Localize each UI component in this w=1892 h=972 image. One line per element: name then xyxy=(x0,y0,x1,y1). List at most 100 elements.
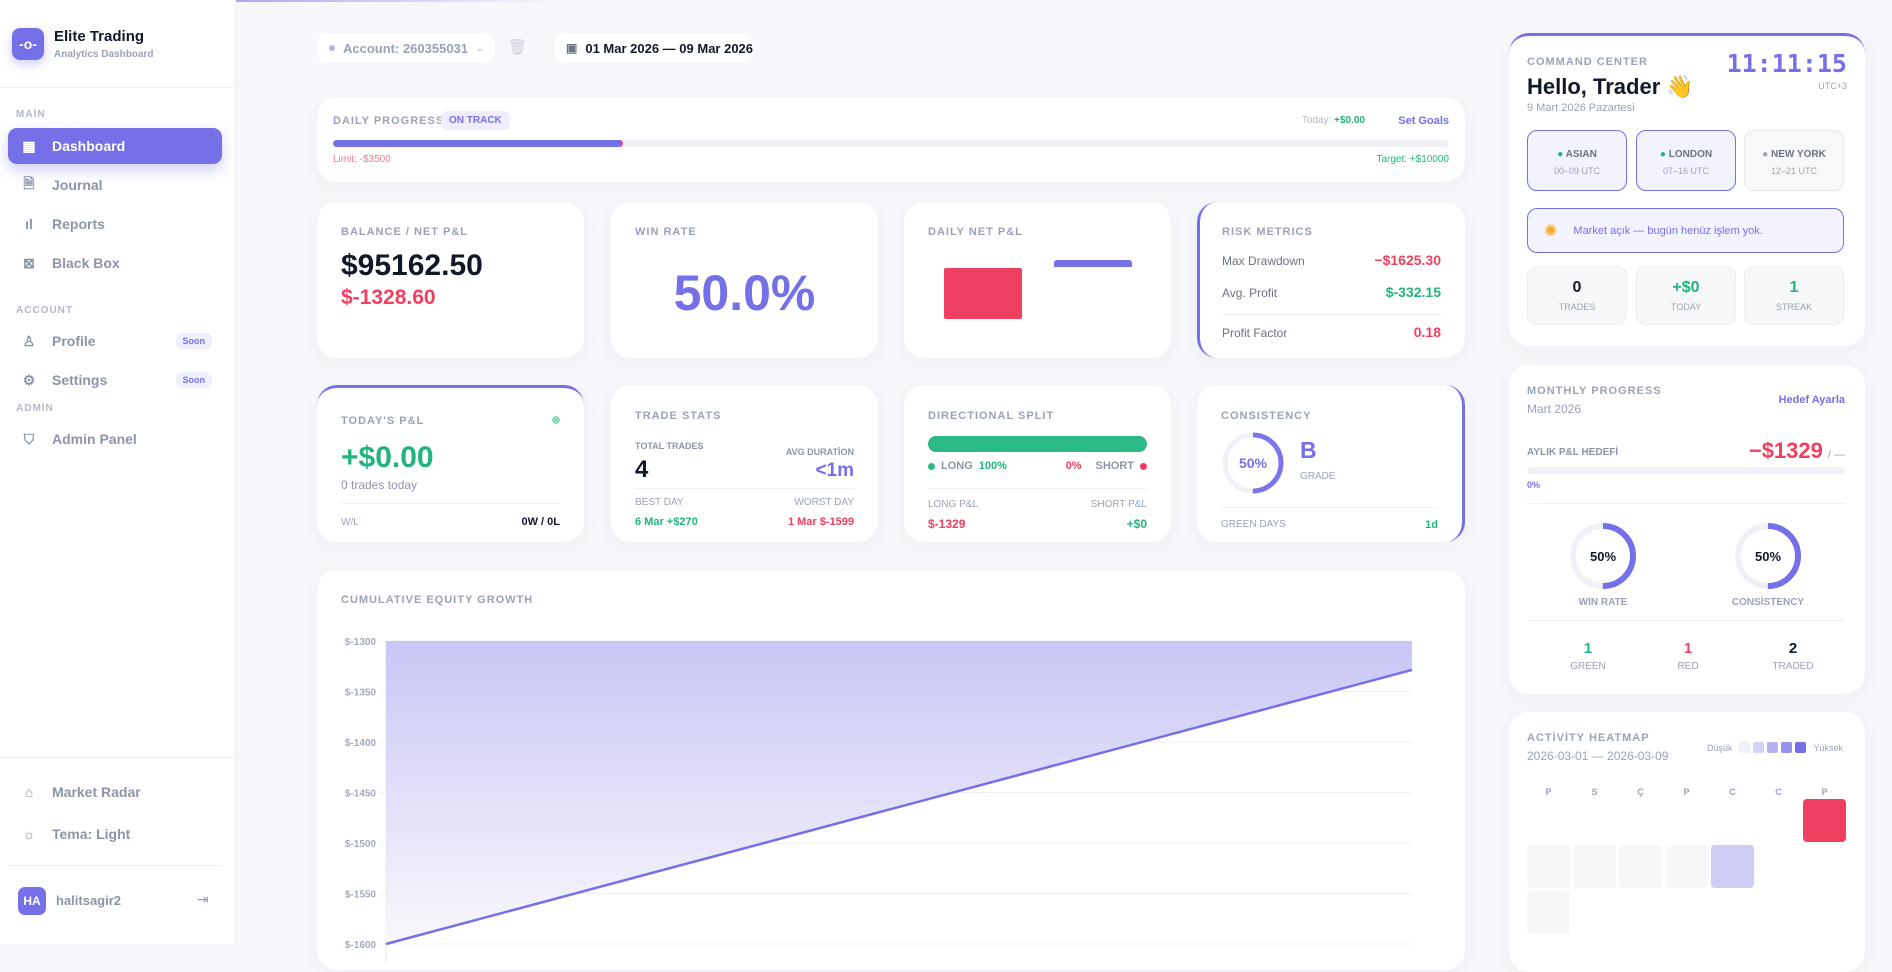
max-drawdown-value: −$1625.30 xyxy=(1374,252,1441,268)
traded-count: 2 xyxy=(1788,640,1798,657)
consistency-pct: 50% xyxy=(1238,455,1268,471)
set-target-link[interactable]: Hedef Ayarla xyxy=(1778,394,1845,406)
date-range-label: 01 Mar 2026 — 09 Mar 2026 xyxy=(585,40,754,56)
directional-title: DIRECTIONAL SPLIT xyxy=(928,410,1055,422)
session-name: ● NEW YORK xyxy=(1762,149,1826,160)
sidebar-item-black-box[interactable]: ⊠ Black Box xyxy=(8,245,222,281)
short-legend: 0% SHORT xyxy=(1066,460,1147,472)
soon-badge: Soon xyxy=(175,333,212,349)
heatmap-cell[interactable] xyxy=(1803,799,1846,842)
avg-duration-label: AVG DURATİON xyxy=(785,447,854,457)
consistency-ring xyxy=(1735,523,1801,589)
total-trades-value: 4 xyxy=(635,456,649,483)
logout-icon[interactable]: ⇥ xyxy=(197,891,209,907)
stat-streak: 1 STREAK xyxy=(1744,266,1844,325)
sun-icon: ☼ xyxy=(22,826,36,842)
goal-pct: 0% xyxy=(1527,480,1541,490)
section-account: ACCOUNT xyxy=(16,305,73,316)
trash-icon[interactable]: 🗑 xyxy=(508,39,528,56)
long-pnl-label: LONG P&L xyxy=(928,499,979,510)
y-tick-label: $-1450 xyxy=(345,789,377,800)
sidebar-item-reports[interactable]: ıl Reports xyxy=(8,206,222,242)
command-title: COMMAND CENTER xyxy=(1527,56,1648,68)
heatmap-cell[interactable] xyxy=(1527,845,1570,888)
heatmap-cell[interactable] xyxy=(1619,845,1662,888)
sidebar-item-label: Reports xyxy=(52,216,105,232)
sidebar-item-dashboard[interactable]: ▦ Dashboard xyxy=(8,128,222,164)
green-days-value: 1d xyxy=(1425,519,1438,531)
red-count: 1 xyxy=(1683,640,1693,657)
red-label: RED xyxy=(1677,661,1699,672)
weekday-label: C xyxy=(1729,787,1736,797)
best-day-value: 6 Mar +$270 xyxy=(635,516,698,528)
green-days-label: GREEN DAYS xyxy=(1221,519,1286,530)
app-title: Elite Trading xyxy=(54,28,145,45)
daily-progress-fill xyxy=(333,140,624,147)
date-range-picker[interactable]: ▣ 01 Mar 2026 — 09 Mar 2026 xyxy=(555,33,753,63)
green-label: GREEN xyxy=(1570,661,1606,672)
divider xyxy=(1221,507,1438,508)
long-pct: 100% xyxy=(978,460,1007,472)
daily-progress-bar xyxy=(333,140,1449,147)
app-subtitle: Analytics Dashboard xyxy=(54,49,154,60)
short-pct: 0% xyxy=(1065,460,1082,472)
user-icon: ♙ xyxy=(22,332,36,349)
win-rate-title: WIN RATE xyxy=(635,226,697,238)
balance-card: BALANCE / NET P&L $95162.50 $-1328.60 xyxy=(317,202,584,358)
wl-label: W/L xyxy=(341,517,359,528)
consistency-title: CONSISTENCY xyxy=(1221,410,1312,422)
daily-progress-title: DAILY PROGRESS xyxy=(333,115,445,127)
equity-area xyxy=(386,641,1412,944)
long-legend: LONG 100% xyxy=(928,460,1007,472)
heatmap-title: ACTİVİTY HEATMAP xyxy=(1527,732,1650,744)
set-goals-link[interactable]: Set Goals xyxy=(1398,115,1449,127)
theme-toggle[interactable]: ☼ Tema: Light xyxy=(8,816,222,852)
best-day-label: BEST DAY xyxy=(635,497,684,508)
monthly-progress-bar xyxy=(1527,467,1845,474)
heatmap-cell[interactable] xyxy=(1573,845,1616,888)
sidebar-item-journal[interactable]: 🗎 Journal xyxy=(8,167,222,203)
y-tick-label: $-1400 xyxy=(345,738,377,749)
market-radar-button[interactable]: ⌂ Market Radar xyxy=(8,774,222,810)
activity-heatmap-card: ACTİVİTY HEATMAP 2026-03-01 — 2026-03-09… xyxy=(1509,712,1865,972)
current-date: 9 Mart 2026 Pazartesi xyxy=(1527,102,1635,114)
sidebar-item-settings[interactable]: ⚙ Settings Soon xyxy=(8,362,222,398)
consistency-label: CONSİSTENCY xyxy=(1731,597,1805,608)
heatmap-cell[interactable] xyxy=(1527,891,1570,934)
sidebar-item-label: Dashboard xyxy=(52,138,126,154)
net-pnl-value: $-1328.60 xyxy=(341,286,436,309)
heatmap-cell[interactable] xyxy=(1665,845,1708,888)
heatmap-cell[interactable] xyxy=(1711,845,1754,888)
avg-profit-label: Avg. Profit xyxy=(1222,286,1278,300)
clock: 11:11:15 xyxy=(1726,49,1847,78)
session-asian: ● ASIAN 00–09 UTC xyxy=(1527,130,1627,191)
weekday-label: Ç xyxy=(1637,787,1644,797)
trade-stats-card: TRADE STATS TOTAL TRADES 4 AVG DURATİON … xyxy=(611,385,878,542)
todays-pnl-card: TODAY'S P&L +$0.00 0 trades today W/L 0W… xyxy=(317,385,584,542)
long-fill xyxy=(928,436,1147,452)
status-dot: ● xyxy=(1762,149,1769,160)
goal-suffix: / — xyxy=(1827,449,1845,461)
divider xyxy=(928,488,1147,489)
equity-chart: $-1300 $-1350 $-1400 $-1450 $-1500 $-1550 $-16… xyxy=(345,637,1413,964)
today-title: TODAY'S P&L xyxy=(341,415,425,427)
wl-value: 0W / 0L xyxy=(521,516,560,528)
stat-value: 0 xyxy=(1572,279,1582,296)
risk-metrics-card: RISK METRICS Max Drawdown −$1625.30 Avg.… xyxy=(1197,202,1465,358)
today-label: Today: +$0.00 xyxy=(1301,115,1365,126)
goal-value: −$1329 xyxy=(1748,438,1823,463)
sidebar-item-admin-panel[interactable]: ⛉ Admin Panel xyxy=(8,421,222,457)
max-drawdown-label: Max Drawdown xyxy=(1222,254,1305,268)
profit-factor-label: Profit Factor xyxy=(1222,326,1288,340)
session-hours: 00–09 UTC xyxy=(1553,166,1601,176)
account-selector[interactable]: Account: 260355031 ⌄ xyxy=(317,33,494,63)
target-label: Target: +$10000 xyxy=(1376,154,1449,165)
monthly-progress-card: MONTHLY PROGRESS Mart 2026 Hedef Ayarla … xyxy=(1509,365,1865,694)
status-dot xyxy=(329,45,335,51)
document-icon: 🗎 xyxy=(23,175,35,191)
sidebar-item-profile[interactable]: ♙ Profile Soon xyxy=(8,323,222,359)
goal-label: AYLIK P&L HEDEFİ xyxy=(1527,447,1619,458)
status-dot: ● xyxy=(1659,149,1666,160)
y-tick-label: $-1600 xyxy=(345,940,377,951)
sidebar-item-label: Journal xyxy=(52,177,103,193)
